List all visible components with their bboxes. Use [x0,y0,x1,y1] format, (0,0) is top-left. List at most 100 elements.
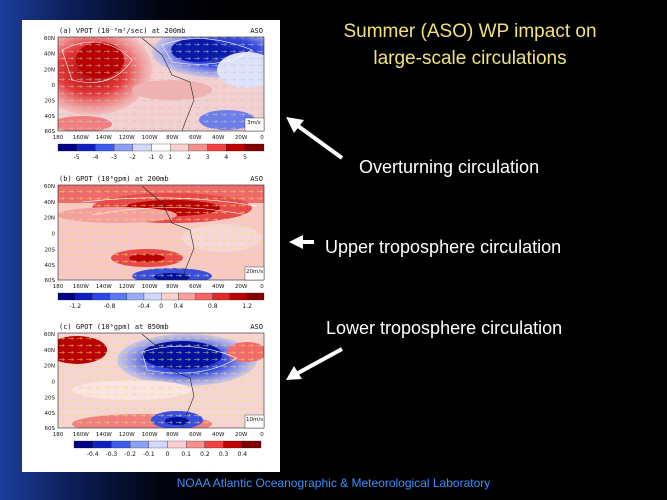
lat-label: 40S [45,263,56,269]
panel-a-map [58,37,264,131]
panel-c-vector-box [244,414,265,429]
panel-b-map [58,185,264,280]
lon-label: 120W [119,284,135,290]
colorbar-label: 1 [168,154,172,161]
climate-figure-svg: (a) VPOT (10⁻⁶m²/sec) at 200mb ASO 3m/s [44,27,265,458]
colorbar-label: 2 [187,154,191,161]
lon-label: 140W [96,432,112,438]
panel-c-lat-labels: 60N 40N 20N 0 20S 40S 60S [44,332,56,432]
colorbar-label: 4 [224,154,228,161]
lon-label: 0 [260,432,264,438]
panel-a-title: (a) VPOT (10⁻⁶m²/sec) at 200mb [59,27,185,35]
colorbar-label: -0.1 [143,451,155,458]
lat-label: 40N [44,348,55,354]
colorbar-label: 0.8 [208,303,218,310]
colorbar-label: -0.4 [87,451,99,458]
panel-b-vector-box [244,266,265,281]
colorbar-label: 1.2 [242,303,252,310]
colorbar-label: -4 [92,154,98,161]
lon-label: 160W [73,284,89,290]
lat-label: 20N [44,216,55,222]
upper-arrowhead [289,235,303,249]
colorbar-label: 5 [243,154,247,161]
lon-label: 160W [73,135,89,141]
lower-callout: Lower troposphere circulation [326,318,563,338]
climate-figure: (a) VPOT (10⁻⁶m²/sec) at 200mb ASO 3m/s [22,20,280,472]
lon-label: 140W [96,284,112,290]
lat-label: 0 [52,232,56,238]
panel-a-vector-box [244,117,265,132]
panel-b-season: ASO [250,175,263,183]
lat-label: 20S [45,99,56,105]
panel-c-map [58,333,264,428]
lon-label: 100W [142,284,158,290]
panel-a-frame [57,36,265,132]
colorbar-label: -3 [111,154,117,161]
panel-c-lon-labels: 180 160W 140W 120W 100W 80W 60W 40W 20W … [53,432,265,438]
colorbar-label: 0.2 [200,451,210,458]
panel-c: (c) GPOT (10⁶gpm) at 850mb ASO 10m/s [44,323,265,458]
colorbar-label: -1.2 [69,303,81,310]
lat-label: 60N [44,36,55,42]
panel-b-vector-ref: 20m/s [246,269,263,275]
lon-label: 60W [189,432,202,438]
lon-label: 40W [212,284,225,290]
lon-label: 180 [53,135,64,141]
lower-arrowhead [286,366,302,380]
lat-label: 40S [45,114,56,120]
colorbar-label: 0 [159,154,163,161]
lon-label: 20W [235,432,248,438]
panel-a-colorbar: -5 -4 -3 -2 -1 0 1 2 3 4 5 [57,143,265,161]
lon-label: 140W [96,135,112,141]
lon-label: 120W [119,135,135,141]
lat-label: 20N [44,67,55,73]
lat-label: 60S [45,278,56,284]
overturning-callout: Overturning circulation [359,157,540,177]
lon-label: 60W [189,135,202,141]
lat-label: 60N [44,332,55,338]
title-line-1: Summer (ASO) WP impact on [343,21,597,42]
panel-c-frame [57,332,265,429]
colorbar-label: -0.8 [104,303,116,310]
slide-title: Summer (ASO) WP impact on large-scale ci… [300,18,640,72]
lon-label: 0 [260,135,264,141]
lon-label: 60W [189,284,202,290]
lat-label: 20S [45,247,56,253]
lon-label: 20W [235,284,248,290]
lat-label: 60S [45,129,56,135]
lon-label: 40W [212,135,225,141]
lat-label: 20S [45,395,56,401]
lon-label: 180 [53,432,64,438]
panel-b-colorbar: -1.2 -0.8 -0.4 0 0.4 0.8 1.2 [57,292,265,310]
panel-c-season: ASO [250,323,263,331]
lon-label: 20W [235,135,248,141]
panel-a-lon-labels: 180 160W 140W 120W 100W 80W 60W 40W 20W … [53,135,265,141]
colorbar-label: -2 [130,154,136,161]
colorbar-label: 3 [206,154,210,161]
panel-b-lat-labels: 60N 40N 20N 0 20S 40S 60S [44,184,56,284]
lon-label: 160W [73,432,89,438]
lat-label: 40S [45,411,56,417]
panel-c-title: (c) GPOT (10⁶gpm) at 850mb [59,323,169,331]
lat-label: 0 [52,83,56,89]
lon-label: 180 [53,284,64,290]
lon-label: 100W [142,135,158,141]
upper-callout: Upper troposphere circulation [325,237,562,257]
colorbar-label: -0.2 [124,451,136,458]
lon-label: 100W [142,432,158,438]
colorbar-label: -0.4 [138,303,150,310]
colorbar-label: -0.3 [106,451,118,458]
lon-label: 0 [260,284,264,290]
panel-a-vector-ref: 3m/s [247,120,261,126]
panel-a-lat-labels: 60N 40N 20N 0 20S 40S 60S [44,36,56,135]
panel-b: (b) GPOT (10⁶gpm) at 200mb ASO 20m [44,175,265,310]
lower-arrow [297,347,343,375]
footer-credit: NOAA Atlantic Oceanographic & Meteorolog… [176,476,491,490]
panel-c-vector-ref: 10m/s [246,417,263,423]
lat-label: 20N [44,364,55,370]
lon-label: 80W [166,432,179,438]
panel-a-season: ASO [250,27,263,35]
colorbar-label: -5 [74,154,80,161]
lat-label: 40N [44,200,55,206]
